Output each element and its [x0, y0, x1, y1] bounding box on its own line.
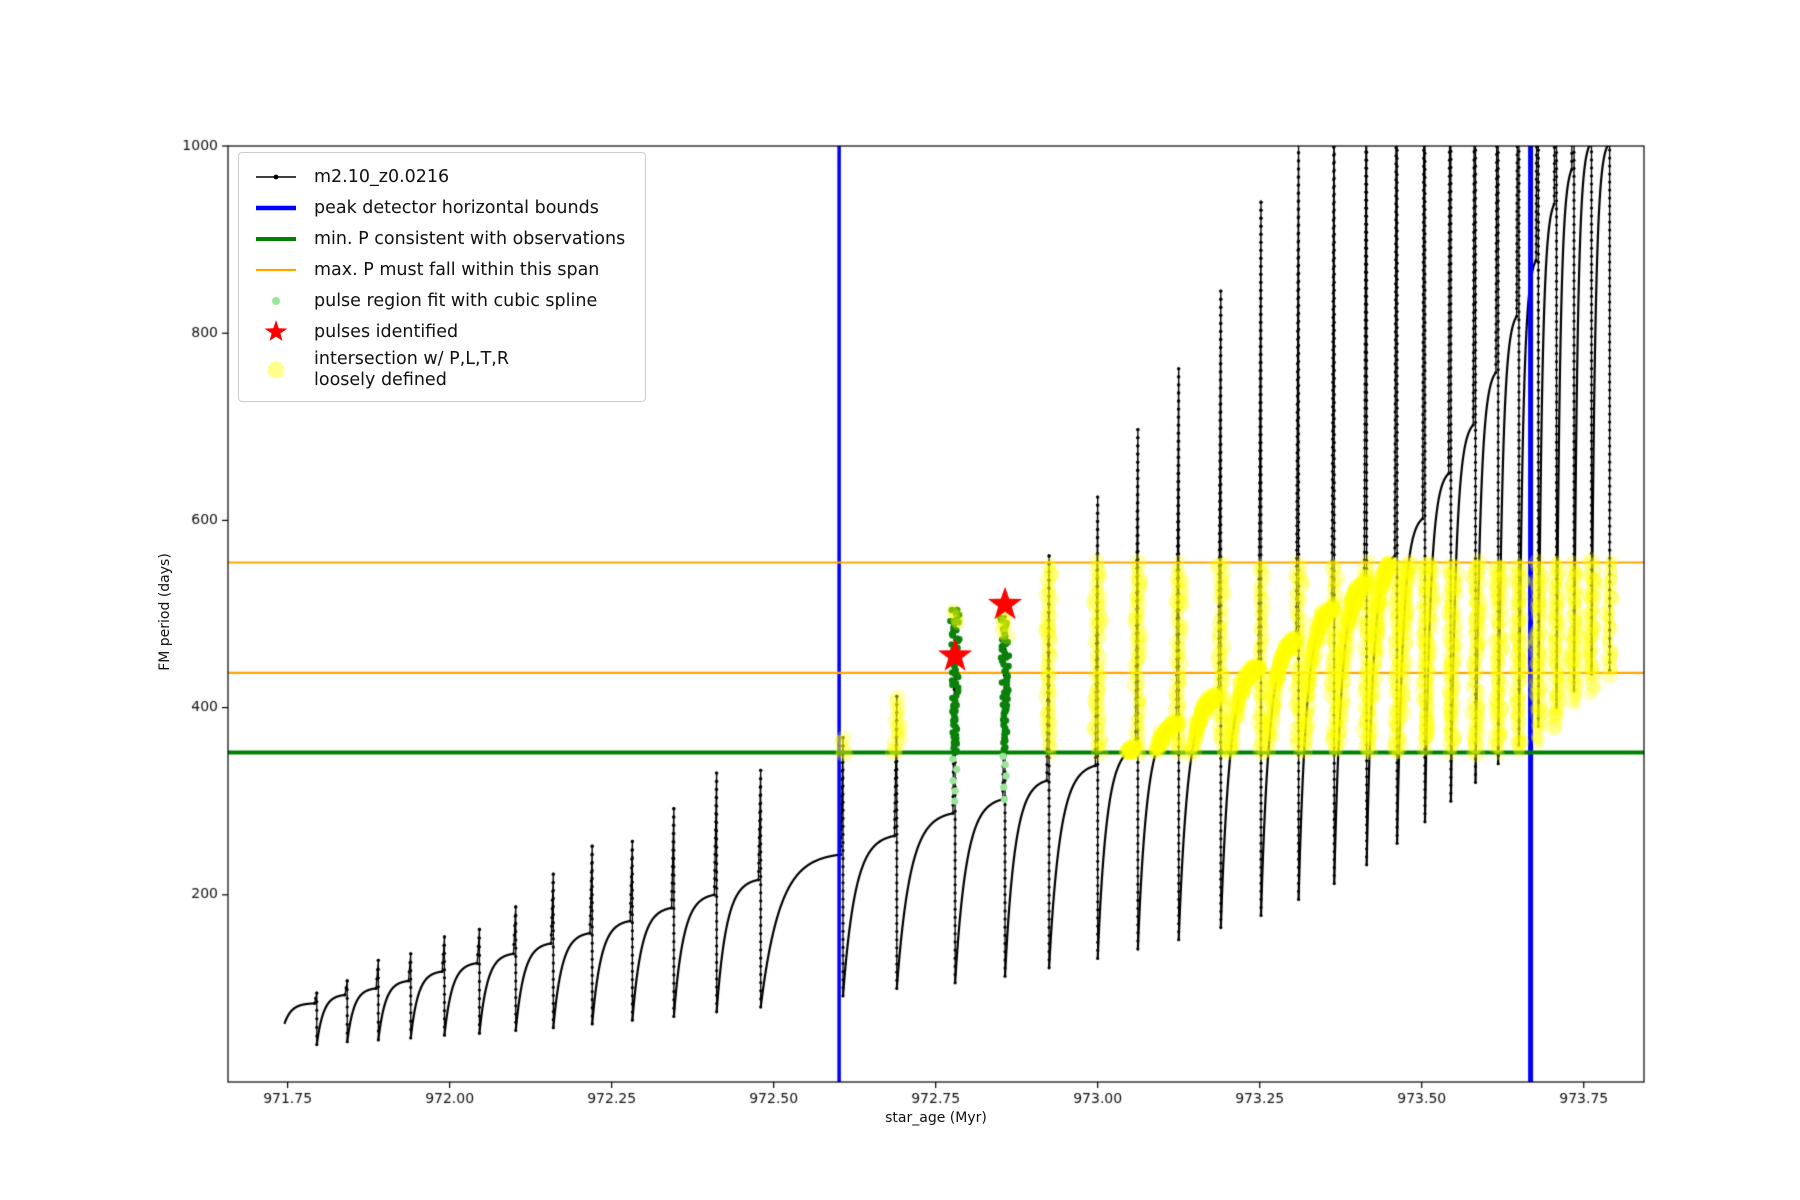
legend-label-intersection: intersection w/ P,L,T,R loosely defined	[314, 349, 509, 390]
legend-label-min-p: min. P consistent with observations	[314, 228, 626, 249]
legend-label-pulses: pulses identified	[314, 321, 459, 342]
legend-item-intersection: intersection w/ P,L,T,R loosely defined	[251, 349, 625, 391]
legend-marker-yellow-dot	[251, 357, 301, 383]
legend-item-min-p: min. P consistent with observations	[251, 225, 625, 253]
legend-label-peak-bounds: peak detector horizontal bounds	[314, 197, 599, 218]
legend-marker-blue-line	[251, 199, 301, 217]
legend-marker-green-dot	[251, 292, 301, 310]
legend-label-max-p: max. P must fall within this span	[314, 259, 600, 280]
legend-item-max-p: max. P must fall within this span	[251, 256, 625, 284]
y-axis-label: FM period (days)	[157, 553, 173, 671]
legend-marker-orange-line	[251, 261, 301, 279]
legend-marker-red-star	[251, 319, 301, 345]
legend-item-peak-bounds: peak detector horizontal bounds	[251, 194, 625, 222]
legend-item-pulses: pulses identified	[251, 318, 625, 346]
x-axis-label: star_age (Myr)	[885, 1110, 987, 1126]
legend: m2.10_z0.0216 peak detector horizontal b…	[238, 152, 647, 402]
legend-label-spline: pulse region fit with cubic spline	[314, 290, 598, 311]
legend-marker-green-line	[251, 230, 301, 248]
legend-item-series: m2.10_z0.0216	[251, 163, 625, 191]
legend-label-series: m2.10_z0.0216	[314, 166, 450, 187]
legend-item-spline: pulse region fit with cubic spline	[251, 287, 625, 315]
legend-marker-series-line	[251, 168, 301, 186]
